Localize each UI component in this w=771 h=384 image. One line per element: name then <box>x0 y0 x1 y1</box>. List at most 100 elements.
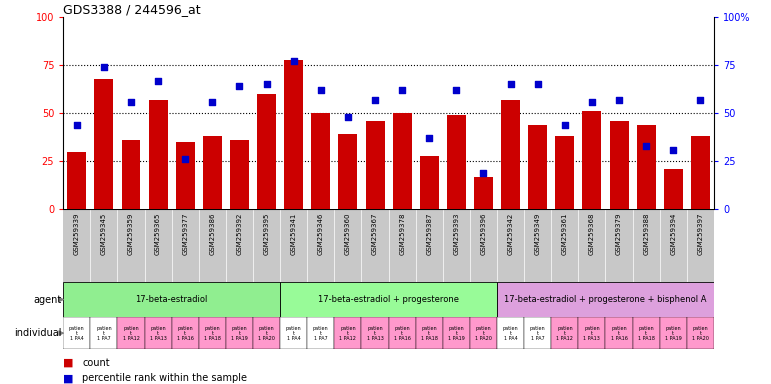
Bar <box>660 317 687 349</box>
Text: GSM259367: GSM259367 <box>372 213 378 255</box>
Text: GSM259345: GSM259345 <box>101 213 107 255</box>
Bar <box>551 317 578 349</box>
Text: patien
t
1 PA7: patien t 1 PA7 <box>530 326 546 341</box>
Point <box>667 147 679 153</box>
Text: GSM259360: GSM259360 <box>345 213 351 255</box>
Text: patien
t
1 PA16: patien t 1 PA16 <box>177 326 194 341</box>
Bar <box>122 140 140 209</box>
Point <box>234 83 246 89</box>
Bar <box>610 121 628 209</box>
Text: GSM259397: GSM259397 <box>698 213 703 255</box>
Text: GSM259365: GSM259365 <box>155 213 161 255</box>
Text: patien
t
1 PA18: patien t 1 PA18 <box>421 326 438 341</box>
Text: patien
t
1 PA12: patien t 1 PA12 <box>557 326 574 341</box>
Text: GSM259392: GSM259392 <box>237 213 242 255</box>
Bar <box>447 115 466 209</box>
Bar <box>605 317 632 349</box>
Text: patien
t
1 PA12: patien t 1 PA12 <box>123 326 140 341</box>
Text: patien
t
1 PA18: patien t 1 PA18 <box>204 326 221 341</box>
Bar <box>419 156 439 209</box>
Point <box>396 87 409 93</box>
Bar <box>90 317 117 349</box>
Text: GSM259349: GSM259349 <box>535 213 540 255</box>
Bar <box>253 317 280 349</box>
Text: patien
t
1 PA12: patien t 1 PA12 <box>339 326 356 341</box>
Point <box>450 87 463 93</box>
Bar <box>63 317 90 349</box>
Bar <box>633 317 660 349</box>
Point <box>125 99 137 105</box>
Text: patien
t
1 PA19: patien t 1 PA19 <box>665 326 682 341</box>
Point <box>477 170 490 176</box>
Bar <box>582 111 601 209</box>
Bar <box>392 113 412 209</box>
Text: GSM259377: GSM259377 <box>182 213 188 255</box>
Text: GSM259361: GSM259361 <box>562 213 567 255</box>
Text: 17-beta-estradiol + progesterone + bisphenol A: 17-beta-estradiol + progesterone + bisph… <box>504 295 707 304</box>
Bar <box>94 79 113 209</box>
Text: patien
t
1 PA7: patien t 1 PA7 <box>96 326 112 341</box>
Point <box>694 97 706 103</box>
Bar <box>280 317 307 349</box>
Bar <box>555 136 574 209</box>
Bar <box>687 317 714 349</box>
Text: GSM259388: GSM259388 <box>643 213 649 255</box>
Bar <box>416 317 443 349</box>
Text: individual: individual <box>14 328 62 338</box>
Point <box>369 97 381 103</box>
Bar <box>230 140 249 209</box>
Point <box>504 81 517 88</box>
Bar <box>362 317 389 349</box>
Bar <box>664 169 683 209</box>
Text: patien
t
1 PA13: patien t 1 PA13 <box>366 326 383 341</box>
Bar <box>145 317 172 349</box>
Text: GSM259386: GSM259386 <box>210 213 215 255</box>
Text: patien
t
1 PA18: patien t 1 PA18 <box>638 326 655 341</box>
Bar <box>63 282 280 317</box>
Text: patien
t
1 PA20: patien t 1 PA20 <box>258 326 275 341</box>
Text: patien
t
1 PA13: patien t 1 PA13 <box>150 326 167 341</box>
Text: ■: ■ <box>63 358 74 368</box>
Bar <box>474 177 493 209</box>
Text: patien
t
1 PA19: patien t 1 PA19 <box>231 326 247 341</box>
Text: GSM259387: GSM259387 <box>426 213 433 255</box>
Bar <box>389 317 416 349</box>
Bar <box>497 317 524 349</box>
Text: GSM259342: GSM259342 <box>507 213 513 255</box>
Point <box>288 58 300 65</box>
Bar <box>172 317 199 349</box>
Text: patien
t
1 PA13: patien t 1 PA13 <box>584 326 601 341</box>
Text: patien
t
1 PA19: patien t 1 PA19 <box>448 326 465 341</box>
Text: GDS3388 / 244596_at: GDS3388 / 244596_at <box>63 3 201 16</box>
Bar <box>691 136 710 209</box>
Bar <box>335 317 362 349</box>
Text: percentile rank within the sample: percentile rank within the sample <box>82 373 247 383</box>
Text: patien
t
1 PA20: patien t 1 PA20 <box>692 326 709 341</box>
Text: GSM259396: GSM259396 <box>480 213 487 255</box>
Bar <box>199 317 226 349</box>
Point <box>206 99 218 105</box>
Point <box>423 135 436 141</box>
Bar <box>311 113 330 209</box>
Point <box>559 122 571 128</box>
Point <box>261 81 273 88</box>
Text: patien
t
1 PA16: patien t 1 PA16 <box>611 326 628 341</box>
Bar <box>176 142 195 209</box>
Text: patien
t
1 PA20: patien t 1 PA20 <box>475 326 492 341</box>
Text: GSM259341: GSM259341 <box>291 213 297 255</box>
Text: GSM259359: GSM259359 <box>128 213 134 255</box>
Bar <box>67 152 86 209</box>
Bar <box>338 134 358 209</box>
Point <box>613 97 625 103</box>
Bar <box>284 60 303 209</box>
Point <box>315 87 327 93</box>
Text: count: count <box>82 358 110 368</box>
Text: agent: agent <box>33 295 62 305</box>
Text: GSM259368: GSM259368 <box>589 213 595 255</box>
Text: patien
t
1 PA7: patien t 1 PA7 <box>313 326 328 341</box>
Text: patien
t
1 PA4: patien t 1 PA4 <box>69 326 85 341</box>
Point <box>586 99 598 105</box>
Bar <box>501 100 520 209</box>
Bar <box>365 121 385 209</box>
Point <box>531 81 544 88</box>
